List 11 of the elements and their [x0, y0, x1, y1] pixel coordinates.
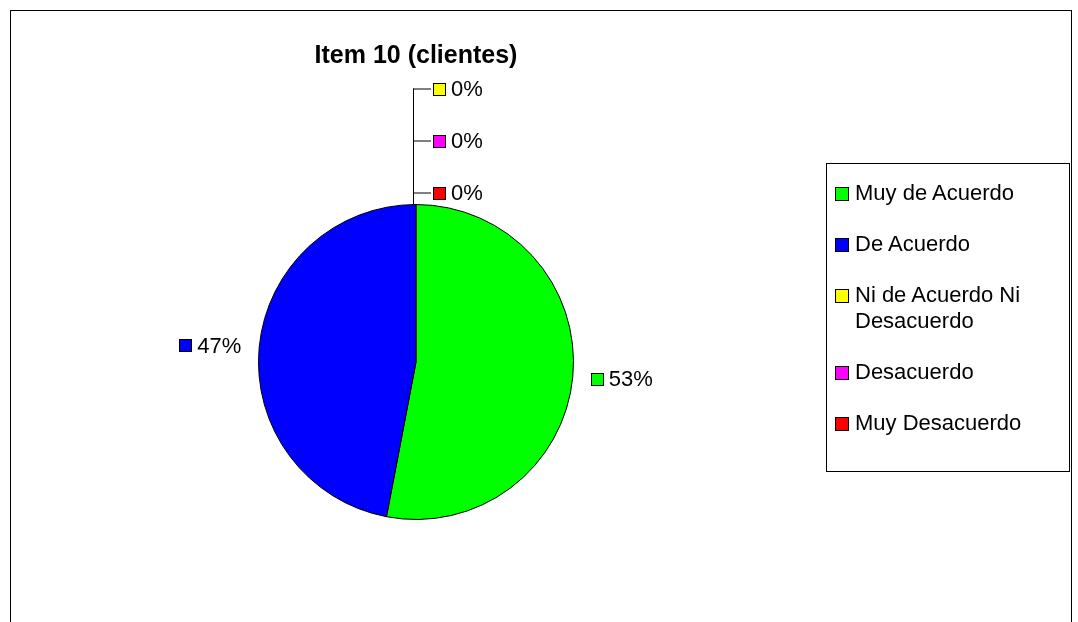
data-label: 47%	[197, 332, 242, 358]
legend-label: Desacuerdo	[855, 359, 974, 385]
legend-label: Ni de Acuerdo Ni Desacuerdo	[855, 282, 1022, 334]
data-label: 53%	[608, 365, 653, 391]
legend-label: Muy Desacuerdo	[855, 410, 1022, 436]
text: 0%	[451, 127, 483, 153]
chart-title: Item 10 (clientes)	[313, 40, 519, 69]
legend-label: De Acuerdo	[855, 231, 970, 257]
legend-label: Muy de Acuerdo	[855, 180, 1014, 206]
text: 0%	[451, 75, 483, 101]
text: 0%	[451, 179, 483, 205]
